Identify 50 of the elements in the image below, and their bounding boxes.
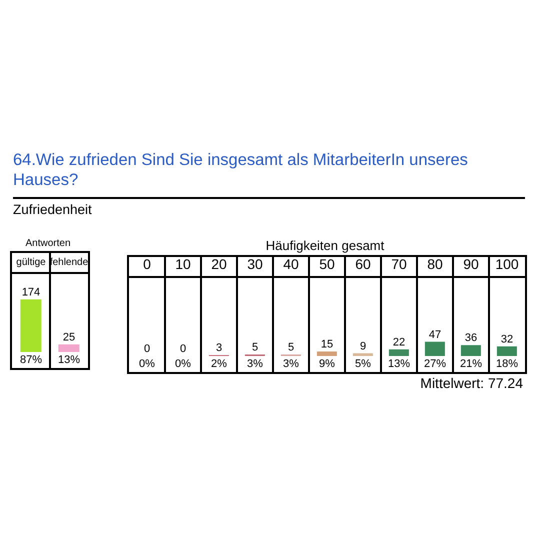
bar [496, 346, 517, 356]
text: Zufriedenheit [13, 197, 525, 217]
data-label: 0 [144, 343, 150, 355]
data-label: 25 [62, 331, 76, 344]
annotation: 2% [211, 358, 228, 370]
x-tick-label: gültige [16, 257, 46, 268]
annotation: 87% [20, 354, 42, 366]
data-label: 36 [464, 332, 478, 344]
data-label: 5 [252, 341, 258, 354]
annotation: 21% [460, 358, 482, 370]
bar [388, 349, 409, 356]
annotation: 0% [175, 358, 192, 370]
annotation: 3% [247, 358, 264, 370]
x-tick-label: 70 [391, 256, 407, 272]
data-label: 15 [320, 338, 334, 350]
x-tick-label: 0 [143, 256, 152, 272]
bar [352, 353, 373, 356]
x-tick-label: 30 [247, 256, 263, 272]
data-label: 174 [22, 286, 40, 298]
data-label: 47 [428, 328, 442, 341]
bar [460, 345, 481, 356]
x-tick-label: 40 [283, 256, 299, 272]
x-tick-label: 90 [463, 256, 479, 272]
chart-title: Häufigkeiten gesamt [264, 238, 386, 253]
chart-title: Antworten [24, 238, 72, 249]
x-tick-label: 10 [175, 256, 191, 272]
data-label: 22 [392, 336, 406, 348]
data-label: 32 [500, 333, 514, 346]
data-label: 3 [216, 342, 222, 354]
data-label: 9 [360, 340, 366, 352]
data-label: 5 [288, 341, 294, 354]
bar [316, 351, 337, 356]
annotation: 18% [496, 358, 518, 370]
annotation: 9% [319, 358, 336, 370]
x-tick-label: fehlende [50, 257, 89, 268]
x-tick-label: 80 [427, 256, 443, 272]
annotation: 0% [139, 358, 156, 370]
annotation: 5% [355, 358, 372, 370]
x-tick-label: 50 [319, 256, 335, 272]
text: Mittelwert: 77.24 [419, 375, 523, 391]
x-tick-label: 20 [211, 256, 227, 272]
annotation: 27% [424, 358, 446, 370]
x-tick-label: 100 [495, 256, 519, 272]
annotation: 13% [58, 354, 80, 366]
x-tick-label: 60 [355, 256, 371, 272]
data-label: 0 [180, 343, 186, 355]
annotation: 3% [283, 358, 300, 370]
bar [424, 342, 445, 356]
text: 64.Wie zufrieden Sind Sie insgesamt als MitarbeiterIn unseres Hauses? [13, 150, 469, 190]
annotation: 13% [388, 358, 410, 370]
